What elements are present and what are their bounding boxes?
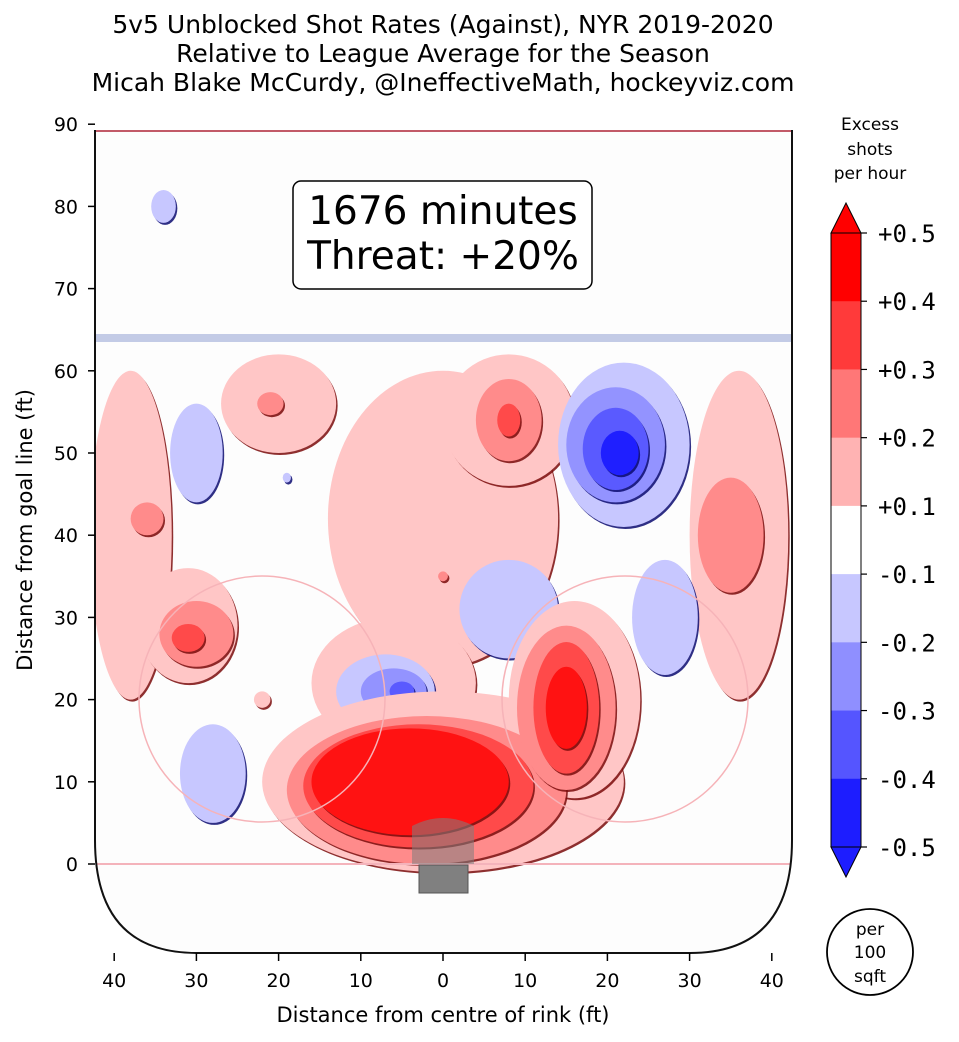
contour-region-2	[282, 472, 291, 483]
colorbar-tick-label-9: -0.5	[878, 834, 936, 862]
contour-region-17	[697, 477, 764, 593]
y-tick-label-90: 90	[54, 114, 78, 136]
contour-region-7	[171, 623, 205, 652]
colorbar-segment-1	[831, 301, 861, 370]
colorbar-title-line2: shots	[847, 140, 893, 160]
colorbar-tick-label-0: +0.5	[878, 220, 936, 248]
colorbar-title-line3: per hour	[834, 164, 907, 184]
contour-region-4	[130, 502, 164, 536]
colorbar-tick-label-7: -0.3	[878, 698, 936, 726]
contour-region-15	[438, 571, 448, 582]
unit-note-line2: 100	[854, 943, 886, 963]
colorbar-frame	[830, 232, 862, 848]
contour-region-1	[170, 403, 223, 503]
contour-region-23	[179, 724, 246, 823]
colorbar-segment-0	[831, 233, 861, 302]
y-tick-label-40: 40	[54, 525, 78, 547]
threat-text: Threat: +20%	[306, 234, 579, 279]
y-tick-label-50: 50	[54, 443, 78, 465]
colorbar-title-line1: Excess	[841, 115, 899, 135]
contour-region-0	[151, 189, 176, 223]
colorbar-top-arrow	[830, 201, 862, 234]
colorbar-segment-3	[831, 437, 861, 507]
x-axis-label: Distance from centre of rink (ft)	[277, 1003, 610, 1027]
colorbar-tick-label-4: +0.1	[878, 493, 936, 521]
x-tick-label-5: 10	[513, 970, 537, 992]
contour-region-14	[497, 403, 521, 437]
colorbar-segment-2	[831, 369, 861, 439]
y-tick-label-80: 80	[54, 196, 78, 218]
colorbar-segment-6	[831, 642, 861, 712]
colorbar-tick-label-8: -0.4	[878, 766, 936, 794]
x-tick-label-4: 0	[437, 970, 449, 992]
contour-region-22	[632, 559, 698, 675]
y-tick-label-70: 70	[54, 279, 78, 301]
blue-line	[95, 334, 792, 342]
unit-note-line1: per	[856, 920, 884, 940]
faceoff-circle-right	[501, 575, 749, 823]
x-tick-label-8: 40	[760, 970, 784, 992]
x-tick-label-0: 40	[102, 970, 126, 992]
colorbar-tick-label-3: +0.2	[878, 425, 936, 453]
unit-note-line3: sqft	[854, 967, 886, 987]
y-tick-label-30: 30	[54, 607, 78, 629]
colorbar-segment-7	[831, 710, 861, 780]
y-axis-label: Distance from goal line (ft)	[13, 389, 37, 671]
colorbar: +0.5 +0.4 +0.3 +0.2 +0.1 -0.1 -0.2 -0.3 -0.4 -0.5	[830, 201, 936, 879]
chart-subtitle: Relative to League Average for the Seaso…	[176, 39, 710, 68]
chart-title: 5v5 Unblocked Shot Rates (Against), NYR …	[112, 10, 774, 39]
colorbar-segment-4	[831, 505, 861, 575]
y-tick-label-0: 0	[66, 854, 78, 876]
colorbar-tick-label-6: -0.2	[878, 629, 936, 657]
top-red-line	[95, 130, 792, 132]
colorbar-tick-label-2: +0.3	[878, 356, 936, 384]
x-tick-label-3: 10	[349, 970, 373, 992]
contour-region-36	[545, 666, 587, 749]
unit-note-circle	[826, 908, 914, 996]
x-tick-label-6: 20	[595, 970, 619, 992]
y-tick-label-20: 20	[54, 690, 78, 712]
x-tick-label-2: 20	[267, 970, 291, 992]
faceoff-circle-left	[138, 575, 386, 823]
x-tick-label-1: 30	[184, 970, 208, 992]
contour-region-10	[253, 691, 271, 708]
goal-net	[418, 864, 469, 894]
info-box	[292, 180, 593, 290]
y-tick-label-10: 10	[54, 772, 78, 794]
x-tick-label-7: 30	[678, 970, 702, 992]
contour-region-21	[600, 430, 639, 476]
colorbar-bottom-arrow	[830, 846, 862, 879]
contour-region-35	[311, 728, 509, 836]
colorbar-segment-5	[831, 574, 861, 643]
goal-crease	[412, 818, 474, 864]
chart-credit: Micah Blake McCurdy, @IneffectiveMath, h…	[91, 68, 795, 97]
contour-region-9	[257, 392, 284, 416]
colorbar-tick-label-5: -0.1	[878, 561, 936, 589]
colorbar-segment-8	[831, 778, 861, 848]
minutes-text: 1676 minutes	[308, 189, 578, 234]
y-tick-label-60: 60	[54, 361, 78, 383]
colorbar-tick-label-1: +0.4	[878, 288, 936, 316]
